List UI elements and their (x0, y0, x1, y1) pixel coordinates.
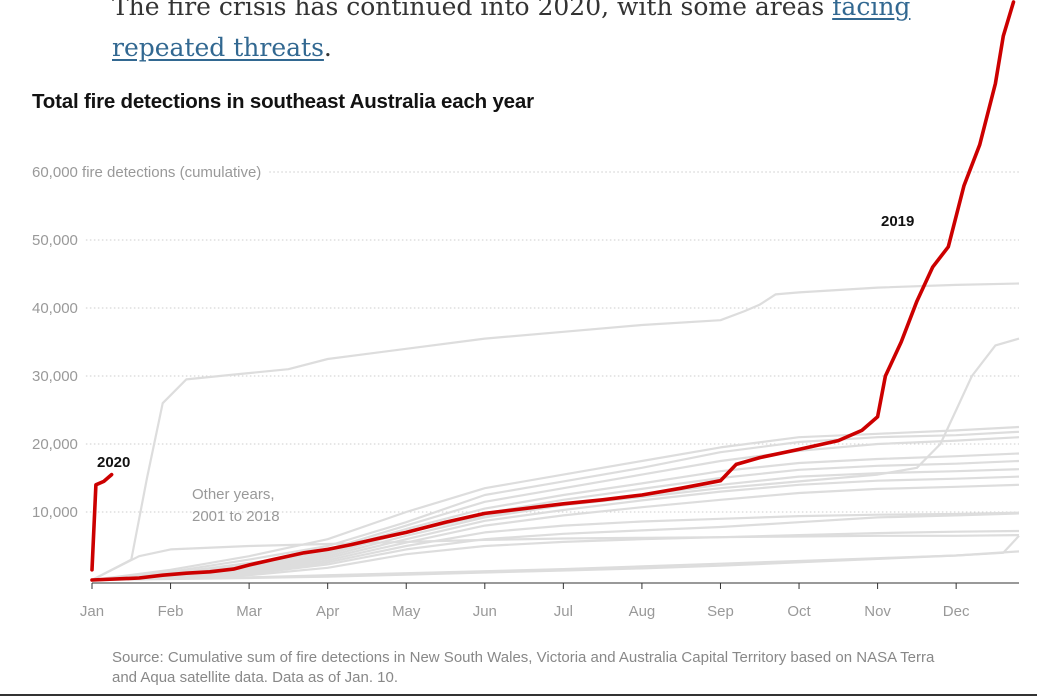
other-year-line (91, 425, 1020, 582)
chart-source-note: Source: Cumulative sum of fire detection… (112, 649, 935, 686)
x-tick-label: Jun (473, 603, 497, 620)
y-tick-label: 50,000 (32, 232, 78, 249)
label-2019: 2019 (881, 213, 914, 230)
other-year-line (91, 459, 1020, 582)
x-tick-label: Jul (554, 603, 573, 620)
highlight-lines (90, 0, 1016, 582)
y-tick-label: 30,000 (32, 368, 78, 385)
other-year-line (91, 512, 1020, 582)
other-year-line (91, 282, 1020, 581)
y-tick-label: 40,000 (32, 300, 78, 317)
x-tick-label: Mar (236, 603, 262, 620)
x-tick-label: Oct (787, 603, 811, 620)
x-tick-label: Sep (707, 603, 734, 620)
other-year-line (91, 430, 1020, 582)
y-tick-label: 20,000 (32, 436, 78, 453)
bottom-divider (0, 694, 1037, 696)
other-year-line (91, 483, 1020, 582)
lead-end: . (323, 33, 332, 62)
y-tick-label: 10,000 (32, 504, 78, 521)
other-year-line (91, 529, 1020, 582)
y-axis-ticks: 10,000 20,000 30,000 40,000 50,000 60,000 fir… (32, 164, 261, 521)
label-2020: 2020 (97, 454, 130, 471)
label-other-years: Other years, (192, 486, 275, 503)
grid-layer (85, 171, 1019, 513)
other-year-line (91, 534, 1020, 581)
other-year-line (91, 550, 1020, 582)
other-year-line (91, 475, 1020, 582)
x-tick-label: Aug (629, 603, 656, 620)
series-line-2020 (90, 472, 114, 572)
x-tick-label: Jan (80, 603, 104, 620)
annotations: 2019 2020 Other years, 2001 to 2018 (97, 213, 914, 525)
repeated-threats-link[interactable]: facing repeated threats (112, 0, 911, 62)
chart-title: Total fire detections in southeast Austr… (32, 90, 534, 113)
other-years-lines (91, 282, 1020, 582)
x-tick-label: Dec (943, 603, 970, 620)
x-axis-ticks: Jan Feb Mar Apr May Jun Jul Aug Sep Oct Nov Dec (80, 583, 970, 620)
article-lead-paragraph: The fire crisis has continued into 2020,… (112, 0, 992, 68)
fire-detections-chart: 10,000 20,000 30,000 40,000 50,000 60,000 fir… (32, 0, 1020, 620)
y-tick-label: 60,000 fire detections (cumulative) (32, 164, 261, 181)
x-tick-label: Nov (864, 603, 891, 620)
x-tick-label: Apr (316, 603, 339, 620)
series-line-2019 (90, 0, 1016, 582)
label-other-years-range: 2001 to 2018 (192, 508, 280, 525)
lead-text: The fire crisis has continued into 2020,… (112, 0, 833, 21)
x-tick-label: May (392, 603, 421, 620)
x-tick-label: Feb (158, 603, 184, 620)
